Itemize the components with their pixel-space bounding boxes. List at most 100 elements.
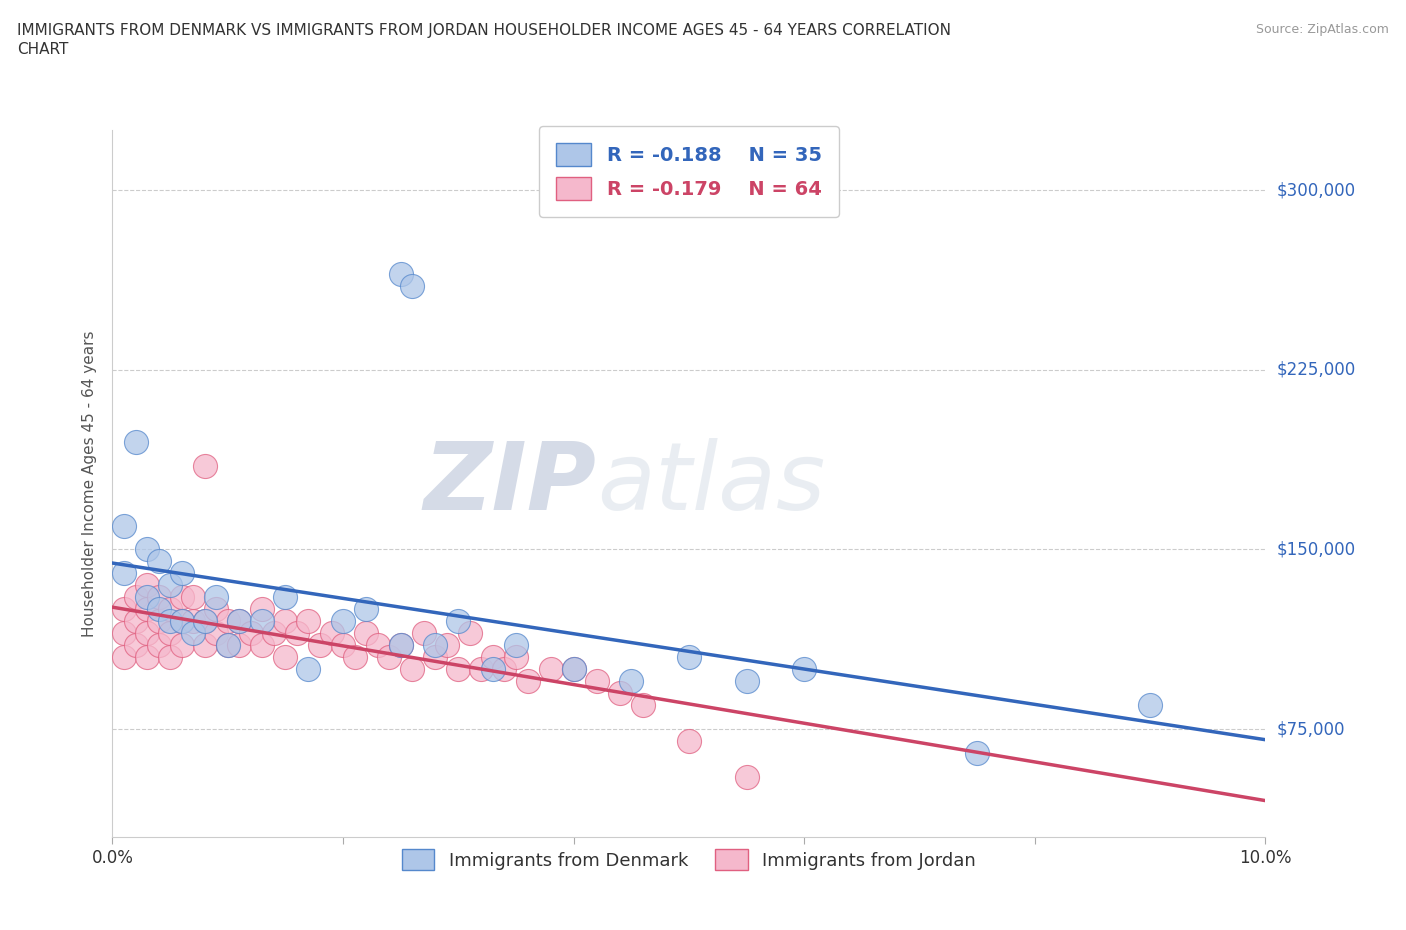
Point <box>401 278 423 293</box>
Point <box>540 662 562 677</box>
Point <box>285 626 308 641</box>
Point <box>148 590 170 604</box>
Text: Source: ZipAtlas.com: Source: ZipAtlas.com <box>1256 23 1389 36</box>
Point <box>505 650 527 665</box>
Point <box>112 566 135 581</box>
Point <box>274 614 297 629</box>
Point <box>609 685 631 700</box>
Point <box>332 638 354 653</box>
Point <box>389 267 412 282</box>
Point <box>136 650 159 665</box>
Point <box>332 614 354 629</box>
Point <box>181 590 204 604</box>
Point <box>159 650 181 665</box>
Point <box>170 590 193 604</box>
Point <box>505 638 527 653</box>
Point <box>194 458 217 473</box>
Point <box>470 662 492 677</box>
Point <box>263 626 285 641</box>
Point <box>389 638 412 653</box>
Point <box>436 638 458 653</box>
Point <box>482 662 505 677</box>
Point <box>136 590 159 604</box>
Text: atlas: atlas <box>596 438 825 529</box>
Point <box>447 662 470 677</box>
Point <box>228 614 250 629</box>
Point <box>678 734 700 749</box>
Point <box>159 602 181 617</box>
Text: IMMIGRANTS FROM DENMARK VS IMMIGRANTS FROM JORDAN HOUSEHOLDER INCOME AGES 45 - 6: IMMIGRANTS FROM DENMARK VS IMMIGRANTS FR… <box>17 23 950 38</box>
Point <box>343 650 366 665</box>
Point <box>170 638 193 653</box>
Point <box>367 638 389 653</box>
Text: CHART: CHART <box>17 42 69 57</box>
Point <box>205 602 228 617</box>
Point <box>181 626 204 641</box>
Point <box>124 590 146 604</box>
Point <box>194 638 217 653</box>
Point <box>217 614 239 629</box>
Point <box>274 650 297 665</box>
Point <box>494 662 516 677</box>
Legend: Immigrants from Denmark, Immigrants from Jordan: Immigrants from Denmark, Immigrants from… <box>388 835 990 884</box>
Point <box>170 614 193 629</box>
Point <box>562 662 585 677</box>
Point <box>159 614 181 629</box>
Point <box>136 602 159 617</box>
Point <box>194 614 217 629</box>
Point <box>136 542 159 557</box>
Point <box>447 614 470 629</box>
Text: $75,000: $75,000 <box>1277 720 1346 738</box>
Point <box>252 614 274 629</box>
Point <box>112 626 135 641</box>
Point <box>401 662 423 677</box>
Point <box>297 662 319 677</box>
Point <box>124 434 146 449</box>
Point <box>170 566 193 581</box>
Point <box>321 626 343 641</box>
Point <box>274 590 297 604</box>
Point <box>148 554 170 569</box>
Point <box>516 674 538 689</box>
Text: $225,000: $225,000 <box>1277 361 1355 379</box>
Point <box>425 650 447 665</box>
Point <box>148 614 170 629</box>
Point <box>194 614 217 629</box>
Point <box>678 650 700 665</box>
Point <box>620 674 643 689</box>
Point <box>1139 698 1161 712</box>
Point <box>389 638 412 653</box>
Point <box>297 614 319 629</box>
Point <box>181 614 204 629</box>
Point <box>112 602 135 617</box>
Point <box>458 626 481 641</box>
Point <box>412 626 434 641</box>
Text: ZIP: ZIP <box>423 438 596 529</box>
Point <box>148 602 170 617</box>
Point <box>425 638 447 653</box>
Point <box>124 614 146 629</box>
Point <box>239 626 262 641</box>
Point <box>148 638 170 653</box>
Point <box>966 746 988 761</box>
Text: $300,000: $300,000 <box>1277 181 1355 199</box>
Point <box>205 590 228 604</box>
Point <box>205 626 228 641</box>
Point <box>136 626 159 641</box>
Point <box>217 638 239 653</box>
Point <box>112 518 135 533</box>
Point <box>354 602 377 617</box>
Y-axis label: Householder Income Ages 45 - 64 years: Householder Income Ages 45 - 64 years <box>82 330 97 637</box>
Point <box>170 614 193 629</box>
Point <box>252 638 274 653</box>
Point <box>482 650 505 665</box>
Point <box>112 650 135 665</box>
Point <box>378 650 401 665</box>
Point <box>631 698 654 712</box>
Point <box>252 602 274 617</box>
Point <box>159 578 181 592</box>
Point <box>309 638 332 653</box>
Point <box>562 662 585 677</box>
Point <box>228 638 250 653</box>
Point <box>735 770 758 785</box>
